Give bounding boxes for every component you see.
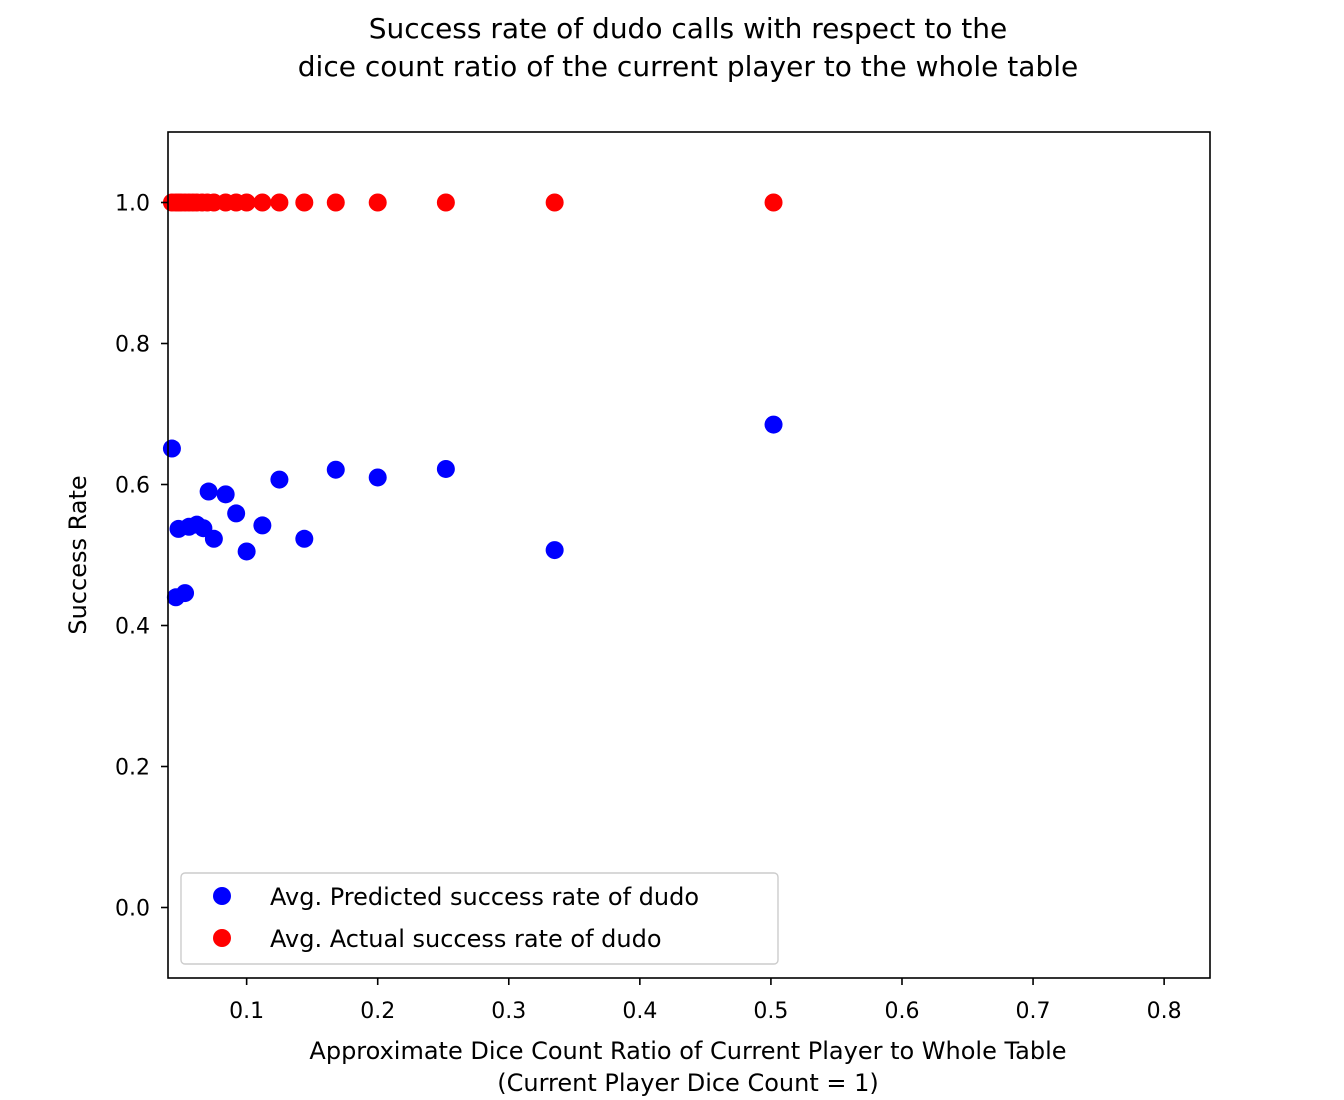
actual-point xyxy=(237,193,256,212)
predicted-point xyxy=(162,439,181,458)
actual-point xyxy=(368,193,387,212)
actual-point xyxy=(295,193,314,212)
actual-point xyxy=(764,193,783,212)
predicted-point xyxy=(270,470,289,489)
y-tick-label: 0.0 xyxy=(115,897,150,922)
predicted-point xyxy=(227,504,246,523)
y-tick-label: 0.6 xyxy=(115,474,150,499)
points-layer xyxy=(162,193,783,607)
predicted-point xyxy=(545,541,564,560)
x-tick-label: 0.7 xyxy=(1016,999,1051,1024)
axis-ticks: 0.1 0.2 0.3 0.4 0.5 0.6 0.7 0.8 0.0 0.2 0.4 0.6 0.8 1… xyxy=(115,192,1182,1025)
legend-box xyxy=(180,872,779,965)
y-axis-label: Success Rate xyxy=(64,475,92,634)
predicted-point xyxy=(326,460,345,479)
predicted-point xyxy=(295,529,314,548)
plot-frame xyxy=(167,131,1211,979)
predicted-point xyxy=(216,485,235,504)
chart-title-line-2: dice count ratio of the current player t… xyxy=(298,50,1078,83)
predicted-point xyxy=(199,482,218,501)
legend-label-actual: Avg. Actual success rate of dudo xyxy=(270,925,662,953)
x-tick-label: 0.5 xyxy=(753,999,788,1024)
predicted-point xyxy=(368,468,387,487)
predicted-point xyxy=(237,542,256,561)
predicted-point xyxy=(436,459,455,478)
x-axis-label-line-1: Approximate Dice Count Ratio of Current … xyxy=(309,1037,1066,1065)
legend-label-predicted: Avg. Predicted success rate of dudo xyxy=(270,883,699,911)
y-tick-label: 0.4 xyxy=(115,615,150,640)
actual-point xyxy=(326,193,345,212)
predicted-point xyxy=(204,529,223,548)
legend-marker-predicted xyxy=(213,887,231,905)
predicted-point xyxy=(176,584,195,603)
series-predicted xyxy=(162,415,783,607)
x-tick-label: 0.8 xyxy=(1147,999,1182,1024)
series-actual xyxy=(162,193,783,212)
x-axis-label-line-2: (Current Player Dice Count = 1) xyxy=(497,1069,878,1097)
chart-title-line-1: Success rate of dudo calls with respect … xyxy=(369,12,1007,45)
x-tick-label: 0.6 xyxy=(884,999,919,1024)
actual-point xyxy=(545,193,564,212)
predicted-point xyxy=(764,415,783,434)
actual-point xyxy=(253,193,272,212)
actual-point xyxy=(436,193,455,212)
x-tick-label: 0.3 xyxy=(491,999,526,1024)
actual-point xyxy=(270,193,289,212)
legend: Avg. Predicted success rate of dudo Avg.… xyxy=(180,872,779,965)
legend-marker-actual xyxy=(213,929,231,947)
y-tick-label: 0.2 xyxy=(115,756,150,781)
x-tick-label: 0.4 xyxy=(622,999,657,1024)
y-tick-label: 1.0 xyxy=(115,192,150,217)
predicted-point xyxy=(253,516,272,535)
x-tick-label: 0.1 xyxy=(229,999,264,1024)
x-tick-label: 0.2 xyxy=(360,999,395,1024)
y-tick-label: 0.8 xyxy=(115,333,150,358)
